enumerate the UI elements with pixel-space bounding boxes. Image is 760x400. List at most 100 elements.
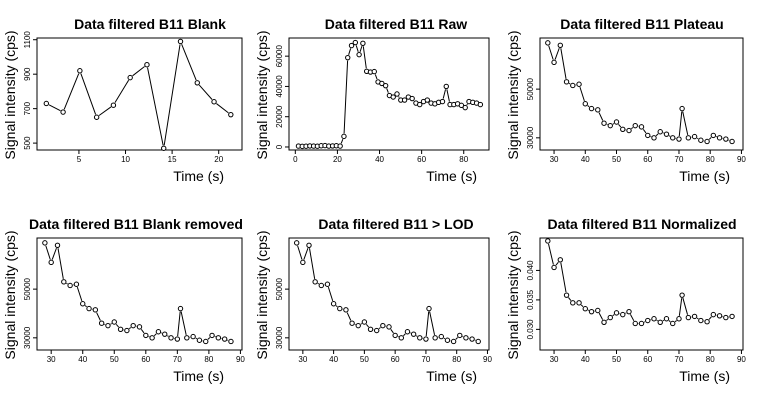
data-point [136, 324, 143, 330]
data-point [348, 42, 355, 49]
data-point [43, 100, 50, 107]
data-point [698, 317, 704, 324]
data-point [444, 337, 451, 343]
x-tick-label: 90 [737, 155, 746, 164]
data-point [355, 322, 361, 329]
x-tick-label: 50 [612, 355, 621, 364]
data-point [324, 281, 331, 287]
data-point [469, 336, 475, 342]
data-point [588, 105, 595, 112]
x-tick-label: 80 [204, 355, 213, 364]
y-tick-label: 50000 [275, 277, 284, 300]
data-point [588, 308, 595, 315]
x-tick-label: 60 [643, 155, 652, 164]
data-point [545, 238, 551, 244]
data-point [117, 326, 124, 333]
data-point [570, 300, 576, 306]
plot-frame [36, 37, 243, 151]
y-axis-label: Signal intensity (cps) [254, 30, 270, 159]
x-tick-label: 50 [110, 355, 119, 364]
x-tick-label: 20 [214, 155, 223, 164]
data-point [545, 40, 551, 46]
data-point [475, 338, 481, 345]
data-point [710, 311, 717, 318]
data-point [409, 95, 415, 102]
data-point [551, 59, 557, 66]
data-point [330, 301, 337, 307]
plot-frame [539, 37, 744, 151]
data-point [477, 101, 484, 108]
data-point [443, 83, 449, 90]
data-point [458, 102, 465, 109]
data-point [401, 97, 408, 103]
data-point [367, 326, 374, 333]
data-point [432, 335, 438, 341]
x-tick-label: 30 [550, 155, 559, 164]
data-point [710, 132, 717, 139]
data-point [127, 74, 133, 81]
data-point [398, 335, 405, 341]
data-point [306, 242, 312, 249]
y-tick-label: 50000 [23, 277, 32, 300]
data-point [300, 259, 306, 266]
y-axis-label: Signal intensity (cps) [2, 230, 18, 359]
data-point [439, 98, 446, 105]
data-point [174, 336, 181, 342]
series-line [48, 44, 229, 146]
data-point [582, 101, 588, 107]
data-point [77, 68, 83, 74]
data-point [570, 82, 576, 89]
x-tick-label: 90 [483, 355, 492, 364]
x-axis-label: Time (s) [426, 368, 477, 384]
x-tick-label: 70 [173, 355, 182, 364]
chart-title: Data filtered B11 > LOD [318, 216, 473, 232]
x-tick-label: 80 [706, 155, 715, 164]
data-point [124, 327, 130, 334]
x-axis-label: Time (s) [426, 168, 477, 184]
x-tick-label: 40 [375, 155, 384, 164]
data-point [424, 97, 431, 103]
data-point [685, 314, 692, 321]
data-point [337, 305, 343, 312]
data-point [130, 322, 136, 329]
data-point [450, 338, 457, 345]
x-tick-label: 60 [391, 355, 400, 364]
x-tick-label: 50 [612, 155, 621, 164]
data-point [626, 127, 632, 134]
data-point [557, 42, 563, 49]
data-point [698, 137, 704, 143]
data-point [638, 124, 645, 130]
x-tick-label: 0 [293, 155, 298, 164]
data-point [144, 62, 150, 68]
data-point [54, 242, 61, 249]
y-tick-label: 20000 [275, 105, 284, 128]
data-point [716, 313, 723, 319]
chart-panel: Data filtered B11 Normalized 30 40 50 60 70 80… [505, 216, 746, 384]
data-point [723, 136, 729, 142]
data-point [343, 307, 349, 313]
data-point [209, 332, 215, 339]
data-point [80, 301, 86, 307]
chart-panel: Data filtered B11 Blank removed 30 40 50 60 7… [2, 216, 245, 384]
y-axis-label: Signal intensity (cps) [505, 30, 521, 159]
chart-title: Data filtered B11 Normalized [547, 216, 736, 232]
data-point [607, 314, 613, 321]
data-point [373, 327, 380, 334]
y-tick-label: 30000 [275, 326, 284, 349]
data-point [607, 122, 613, 129]
data-point [620, 311, 626, 318]
data-point [463, 335, 469, 341]
y-axis-label: Signal intensity (cps) [254, 230, 270, 359]
data-point [386, 324, 392, 330]
data-point [620, 126, 626, 133]
data-point [312, 279, 318, 285]
data-point [704, 319, 710, 325]
data-point [390, 94, 396, 100]
x-tick-label: 20 [333, 155, 342, 164]
data-point [360, 40, 366, 46]
y-tick-label: 30000 [526, 126, 535, 149]
data-point [177, 38, 184, 45]
data-point [417, 335, 423, 341]
plot-frame [288, 237, 490, 351]
data-point [563, 79, 570, 85]
